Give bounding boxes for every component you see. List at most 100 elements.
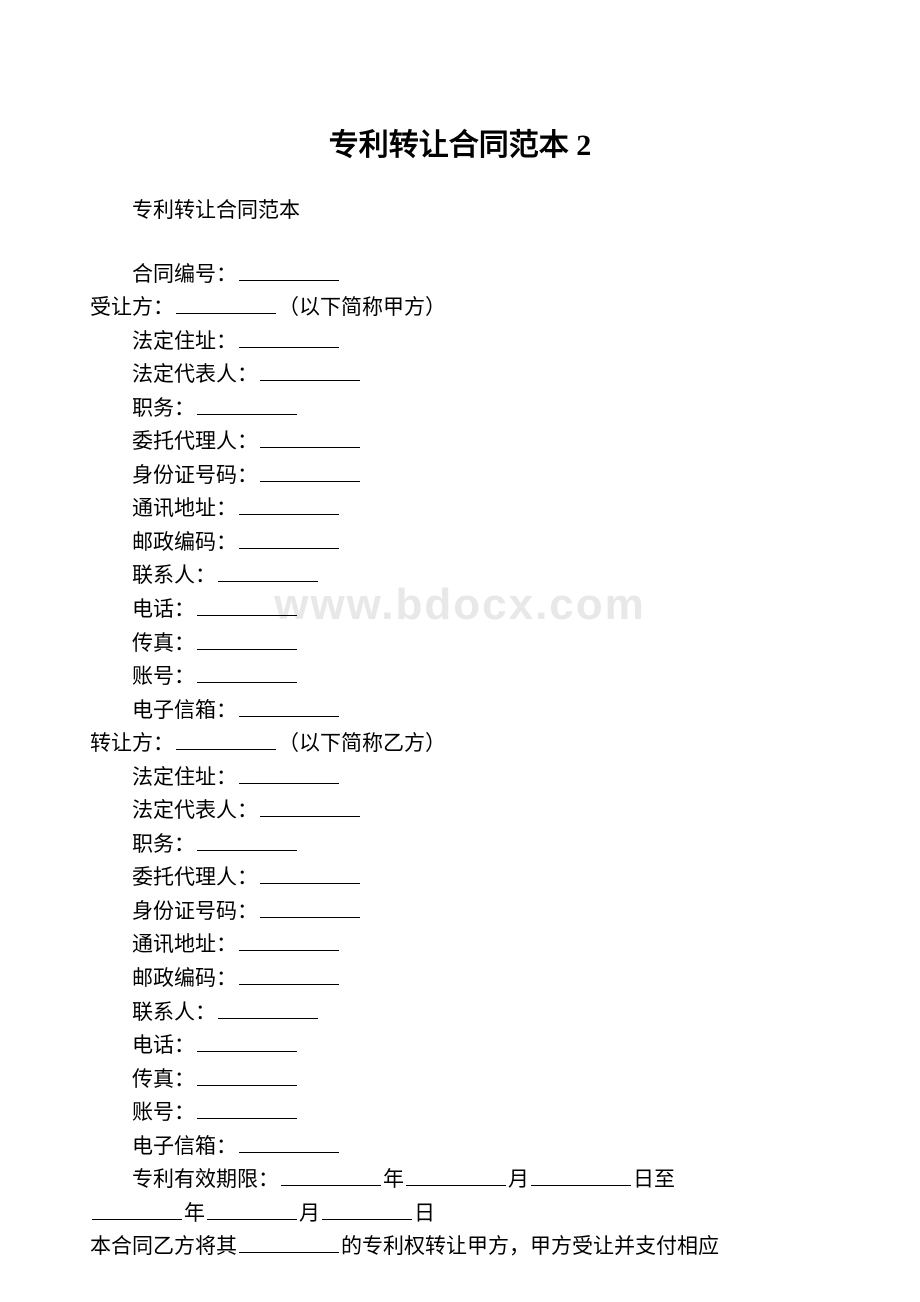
final-suffix: 的专利权转让甲方，甲方受让并支付相应 xyxy=(341,1234,719,1258)
final-line: 本合同乙方将其 的专利权转让甲方，甲方受让并支付相应 xyxy=(90,1230,830,1263)
postal-label: 邮政编码： xyxy=(132,530,237,554)
postal-label: 邮政编码： xyxy=(132,966,237,990)
blank-field xyxy=(239,548,339,549)
agent-line-b: 委托代理人： xyxy=(90,861,830,894)
contact-label: 联系人： xyxy=(132,1000,216,1024)
final-prefix: 本合同乙方将其 xyxy=(90,1234,237,1258)
account-label: 账号： xyxy=(132,1100,195,1124)
patent-period-label: 专利有效期限： xyxy=(132,1167,279,1191)
blank-field xyxy=(197,682,297,683)
blank-field xyxy=(197,1051,297,1052)
blank-field xyxy=(207,1219,297,1220)
day-label: 日 xyxy=(414,1201,435,1225)
legal-address-line-b: 法定住址： xyxy=(90,761,830,794)
blank-field xyxy=(239,280,339,281)
mail-addr-line-b: 通讯地址： xyxy=(90,928,830,961)
account-line-b: 账号： xyxy=(90,1096,830,1129)
day-to-label: 日至 xyxy=(633,1167,675,1191)
phone-line-b: 电话： xyxy=(90,1029,830,1062)
blank-field xyxy=(176,749,276,750)
contract-no-label: 合同编号： xyxy=(132,262,237,286)
fax-line-b: 传真： xyxy=(90,1063,830,1096)
agent-label: 委托代理人： xyxy=(132,429,258,453)
email-line-a: 电子信箱： xyxy=(90,694,830,727)
blank-field xyxy=(218,1018,318,1019)
blank-field xyxy=(239,1252,339,1253)
document-container: 专利转让合同范本 2 专利转让合同范本 合同编号： 受让方： （以下简称甲方） 法… xyxy=(90,120,830,1263)
spacer xyxy=(90,228,830,258)
document-body: 专利转让合同范本 合同编号： 受让方： （以下简称甲方） 法定住址： 法定代表人：… xyxy=(90,194,830,1263)
blank-field xyxy=(260,380,360,381)
mail-addr-line-a: 通讯地址： xyxy=(90,492,830,525)
contact-line-b: 联系人： xyxy=(90,996,830,1029)
legal-rep-line-a: 法定代表人： xyxy=(90,358,830,391)
blank-field xyxy=(260,883,360,884)
position-line-a: 职务： xyxy=(90,392,830,425)
id-no-line-a: 身份证号码： xyxy=(90,459,830,492)
patent-period-line-1: 专利有效期限： 年 月 日至 xyxy=(90,1163,830,1196)
account-label: 账号： xyxy=(132,664,195,688)
position-line-b: 职务： xyxy=(90,828,830,861)
blank-field xyxy=(322,1219,412,1220)
month-label: 月 xyxy=(508,1167,529,1191)
phone-label: 电话： xyxy=(132,1033,195,1057)
contract-no-line: 合同编号： xyxy=(90,258,830,291)
blank-field xyxy=(281,1185,381,1186)
position-label: 职务： xyxy=(132,832,195,856)
subtitle-line: 专利转让合同范本 xyxy=(90,194,830,227)
agent-label: 委托代理人： xyxy=(132,865,258,889)
blank-field xyxy=(239,783,339,784)
id-no-label: 身份证号码： xyxy=(132,899,258,923)
blank-field xyxy=(197,615,297,616)
fax-label: 传真： xyxy=(132,631,195,655)
blank-field xyxy=(260,816,360,817)
blank-field xyxy=(531,1185,631,1186)
blank-field xyxy=(197,649,297,650)
transferor-label: 转让方： xyxy=(90,731,174,755)
legal-rep-label: 法定代表人： xyxy=(132,362,258,386)
year-label: 年 xyxy=(383,1167,404,1191)
postal-line-a: 邮政编码： xyxy=(90,526,830,559)
legal-address-line-a: 法定住址： xyxy=(90,325,830,358)
assignee-line: 受让方： （以下简称甲方） xyxy=(90,291,830,324)
postal-line-b: 邮政编码： xyxy=(90,962,830,995)
year-label: 年 xyxy=(184,1201,205,1225)
blank-field xyxy=(197,850,297,851)
blank-field xyxy=(239,984,339,985)
email-label: 电子信箱： xyxy=(132,1134,237,1158)
blank-field xyxy=(197,414,297,415)
legal-address-label: 法定住址： xyxy=(132,765,237,789)
id-no-label: 身份证号码： xyxy=(132,463,258,487)
fax-label: 传真： xyxy=(132,1067,195,1091)
blank-field xyxy=(239,514,339,515)
document-title: 专利转让合同范本 2 xyxy=(90,120,830,164)
email-label: 电子信箱： xyxy=(132,698,237,722)
blank-field xyxy=(239,1152,339,1153)
id-no-line-b: 身份证号码： xyxy=(90,895,830,928)
phone-label: 电话： xyxy=(132,597,195,621)
blank-field xyxy=(239,950,339,951)
patent-period-line-2: 年月日 xyxy=(90,1197,830,1230)
transferor-line: 转让方： （以下简称乙方） xyxy=(90,727,830,760)
contact-line-a: 联系人： xyxy=(90,559,830,592)
account-line-a: 账号： xyxy=(90,660,830,693)
mail-addr-label: 通讯地址： xyxy=(132,932,237,956)
blank-field xyxy=(197,1085,297,1086)
position-label: 职务： xyxy=(132,396,195,420)
assignee-label: 受让方： xyxy=(90,295,174,319)
blank-field xyxy=(239,347,339,348)
agent-line-a: 委托代理人： xyxy=(90,425,830,458)
blank-field xyxy=(218,581,318,582)
blank-field xyxy=(260,447,360,448)
fax-line-a: 传真： xyxy=(90,627,830,660)
month-label: 月 xyxy=(299,1201,320,1225)
legal-address-label: 法定住址： xyxy=(132,329,237,353)
blank-field xyxy=(260,917,360,918)
legal-rep-label: 法定代表人： xyxy=(132,798,258,822)
transferor-suffix: （以下简称乙方） xyxy=(278,731,446,755)
blank-field xyxy=(239,716,339,717)
contact-label: 联系人： xyxy=(132,563,216,587)
blank-field xyxy=(176,313,276,314)
assignee-suffix: （以下简称甲方） xyxy=(278,295,446,319)
legal-rep-line-b: 法定代表人： xyxy=(90,794,830,827)
